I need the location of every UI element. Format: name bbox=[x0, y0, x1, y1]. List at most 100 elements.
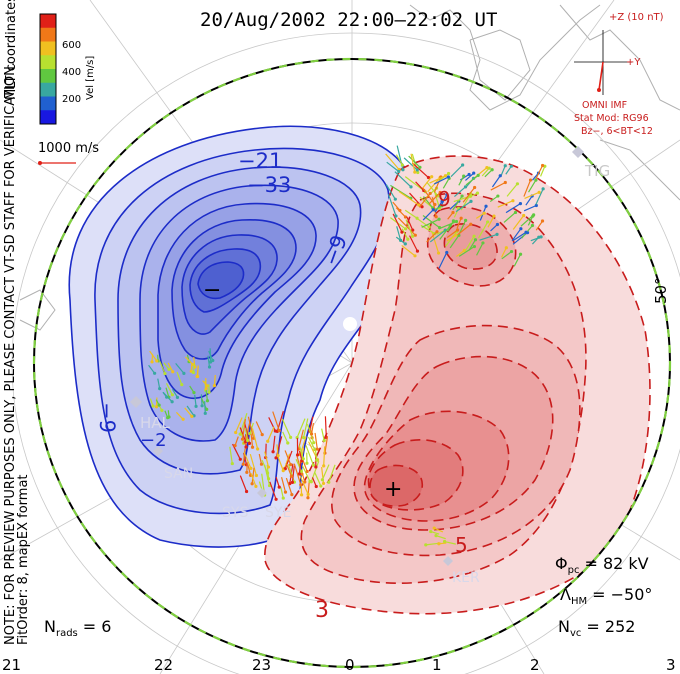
velocity-vector-origin bbox=[238, 432, 242, 436]
velocity-vector-origin bbox=[290, 480, 295, 484]
velocity-vector-origin bbox=[541, 187, 545, 191]
velocity-vector bbox=[465, 172, 475, 181]
reference-vector: 1000 m/s bbox=[38, 141, 99, 165]
velocity-vector bbox=[186, 405, 195, 417]
velocity-vector bbox=[307, 436, 316, 450]
velocity-vector bbox=[450, 164, 464, 178]
phi-value: = 82 kV bbox=[584, 554, 648, 573]
velocity-vector bbox=[272, 435, 276, 452]
velocity-vector-origin bbox=[426, 175, 431, 180]
nrads-stat: Nrads = 6 bbox=[44, 617, 111, 639]
velocity-vector bbox=[433, 176, 442, 193]
velocity-vector bbox=[285, 462, 292, 477]
velocity-vector bbox=[465, 192, 478, 200]
velocity-vector-origin bbox=[207, 390, 211, 394]
mlt-tick-21: 21 bbox=[2, 656, 21, 674]
velocity-vector-origin bbox=[437, 217, 441, 221]
velocity-vector-origin bbox=[437, 542, 441, 546]
velocity-vector-origin bbox=[431, 208, 435, 212]
lambda-value: = −50° bbox=[592, 585, 652, 604]
velocity-vector-origin bbox=[271, 450, 275, 454]
velocity-vector-origin bbox=[456, 228, 460, 232]
velocity-vector bbox=[184, 407, 193, 417]
velocity-vector-origin bbox=[496, 194, 500, 198]
velocity-vector-origin bbox=[273, 429, 277, 433]
velocity-vector bbox=[207, 355, 211, 368]
velocity-vector bbox=[276, 444, 279, 456]
velocity-vector-origin bbox=[409, 185, 413, 189]
velocity-vector bbox=[429, 229, 446, 243]
velocity-vector-origin bbox=[266, 439, 270, 443]
velocity-vector bbox=[251, 467, 255, 484]
velocity-vector bbox=[255, 421, 263, 435]
velocity-vector bbox=[444, 540, 456, 545]
velocity-vector-origin bbox=[403, 242, 407, 246]
velocity-vector-origin bbox=[308, 479, 312, 484]
velocity-vector-origin bbox=[539, 235, 543, 239]
velocity-vector-origin bbox=[464, 218, 468, 222]
velocity-vector bbox=[244, 428, 249, 441]
velocity-vector-origin bbox=[534, 178, 538, 182]
velocity-vector-origin bbox=[393, 197, 397, 201]
station-label-sye: SYE bbox=[265, 505, 291, 521]
velocity-vector bbox=[175, 411, 184, 420]
velocity-vector bbox=[298, 450, 303, 461]
velocity-vector-origin bbox=[151, 404, 155, 408]
velocity-vector-origin bbox=[454, 219, 459, 224]
velocity-vector-origin bbox=[434, 534, 438, 538]
velocity-vector-origin bbox=[472, 171, 476, 175]
velocity-vector-origin bbox=[492, 214, 496, 218]
velocity-vector bbox=[456, 249, 465, 257]
velocity-vector-origin bbox=[182, 371, 186, 376]
imf-indicator: +Z (10 nT) +Y OMNI IMF Stat Mod: RG96 Bz… bbox=[574, 12, 664, 137]
velocity-vector bbox=[390, 184, 412, 199]
velocity-vector bbox=[540, 166, 546, 177]
velocity-vector-origin bbox=[530, 223, 535, 228]
velocity-vector-origin bbox=[461, 163, 465, 167]
velocity-vector bbox=[428, 192, 441, 205]
velocity-vector bbox=[324, 436, 329, 454]
velocity-vector bbox=[396, 226, 402, 241]
velocity-vector-origin bbox=[195, 374, 199, 379]
lambda-subscript: HM bbox=[571, 596, 587, 607]
velocity-vector-origin bbox=[459, 216, 463, 220]
magnetic-pole-marker bbox=[343, 317, 357, 331]
color-scale-swatch bbox=[40, 55, 56, 70]
velocity-vector bbox=[523, 204, 537, 212]
velocity-vector bbox=[409, 235, 418, 252]
station-label-tig: TIG bbox=[584, 162, 610, 180]
velocity-vector bbox=[284, 450, 292, 465]
velocity-vector-origin bbox=[204, 387, 208, 391]
velocity-vector bbox=[298, 445, 304, 459]
velocity-vector-origin bbox=[518, 252, 523, 256]
velocity-vector-origin bbox=[277, 429, 281, 433]
velocity-vector-origin bbox=[244, 445, 248, 449]
velocity-vector bbox=[268, 417, 276, 432]
velocity-vector bbox=[525, 195, 533, 206]
velocity-vector-origin bbox=[411, 234, 415, 238]
color-scale-swatch bbox=[40, 27, 56, 42]
velocity-vector-origin bbox=[245, 470, 249, 474]
station-label-ker: KER bbox=[452, 570, 480, 586]
velocity-vector bbox=[417, 218, 430, 228]
velocity-vector bbox=[277, 456, 284, 471]
velocity-vector-origin bbox=[290, 493, 294, 497]
velocity-vector-origin bbox=[498, 174, 502, 178]
velocity-vector-origin bbox=[485, 166, 489, 170]
velocity-vector bbox=[284, 453, 291, 469]
velocity-vector bbox=[243, 451, 252, 469]
color-scale-swatch bbox=[40, 110, 56, 125]
velocity-vector bbox=[398, 191, 420, 206]
velocity-vector-origin bbox=[203, 411, 207, 415]
station-marker-san bbox=[153, 446, 163, 456]
velocity-vector bbox=[438, 173, 449, 182]
station-markers bbox=[130, 146, 584, 566]
velocity-vector-origin bbox=[233, 444, 237, 448]
velocity-vector-origin bbox=[524, 230, 528, 234]
velocity-vector-origin bbox=[212, 384, 217, 388]
velocity-vector-origin bbox=[259, 462, 264, 466]
velocity-vector-origin bbox=[150, 360, 154, 364]
velocity-vector bbox=[487, 215, 495, 228]
velocity-vector bbox=[305, 445, 314, 466]
